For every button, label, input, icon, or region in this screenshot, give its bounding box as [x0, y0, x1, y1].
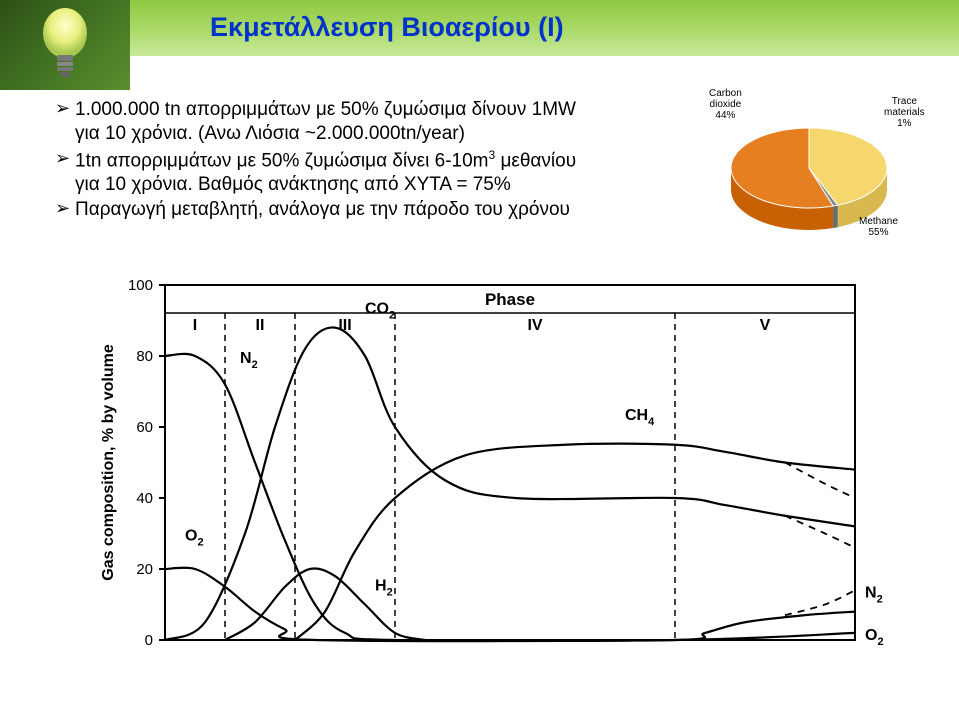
- svg-text:II: II: [256, 317, 265, 334]
- svg-text:H2: H2: [375, 577, 393, 598]
- bullet-text: Παραγωγή μεταβλητή, ανάλογα με την πάροδ…: [75, 198, 570, 222]
- svg-text:O2: O2: [185, 528, 204, 549]
- svg-text:80: 80: [136, 348, 153, 365]
- bullet-arrow-icon: ➢: [55, 198, 75, 219]
- pie-slice-label: Tracematerials1%: [884, 96, 925, 129]
- svg-text:60: 60: [136, 419, 153, 436]
- svg-text:20: 20: [136, 561, 153, 578]
- svg-text:40: 40: [136, 490, 153, 507]
- svg-text:O2: O2: [865, 627, 884, 648]
- bullet-text: 1tn απορριμμάτων με 50% ζυμώσιμα δίνει 6…: [75, 148, 576, 197]
- svg-text:V: V: [760, 317, 771, 334]
- svg-text:Gas composition, % by volume: Gas composition, % by volume: [100, 344, 117, 581]
- lightbulb-icon: [30, 5, 100, 85]
- svg-text:Phase: Phase: [485, 290, 535, 309]
- bullet-arrow-icon: ➢: [55, 98, 75, 119]
- svg-text:IV: IV: [527, 317, 542, 334]
- svg-text:0: 0: [145, 632, 153, 649]
- header-thumbnail: [0, 0, 130, 90]
- pie-slice-label: Carbondioxide44%: [709, 88, 742, 121]
- chart-svg: 0 20 40 60 80 100 Gas composition, % by volume…: [95, 275, 885, 700]
- svg-text:N2: N2: [865, 584, 883, 605]
- svg-text:100: 100: [128, 277, 153, 294]
- pie-chart: Carbondioxide44%Tracematerials1%Methane5…: [709, 88, 919, 258]
- bullet-text: 1.000.000 tn απορριμμάτων με 50% ζυμώσιμ…: [75, 98, 576, 146]
- svg-text:I: I: [193, 317, 197, 334]
- svg-text:CH4: CH4: [625, 407, 655, 428]
- slide-title: Εκμετάλλευση Βιοαερίου (Ι): [210, 12, 564, 43]
- svg-text:N2: N2: [240, 350, 258, 371]
- svg-text:CO2: CO2: [365, 300, 395, 321]
- bullet-arrow-icon: ➢: [55, 148, 75, 169]
- gas-composition-chart: 0 20 40 60 80 100 Gas composition, % by volume…: [95, 275, 885, 700]
- pie-slice-label: Methane55%: [859, 216, 898, 238]
